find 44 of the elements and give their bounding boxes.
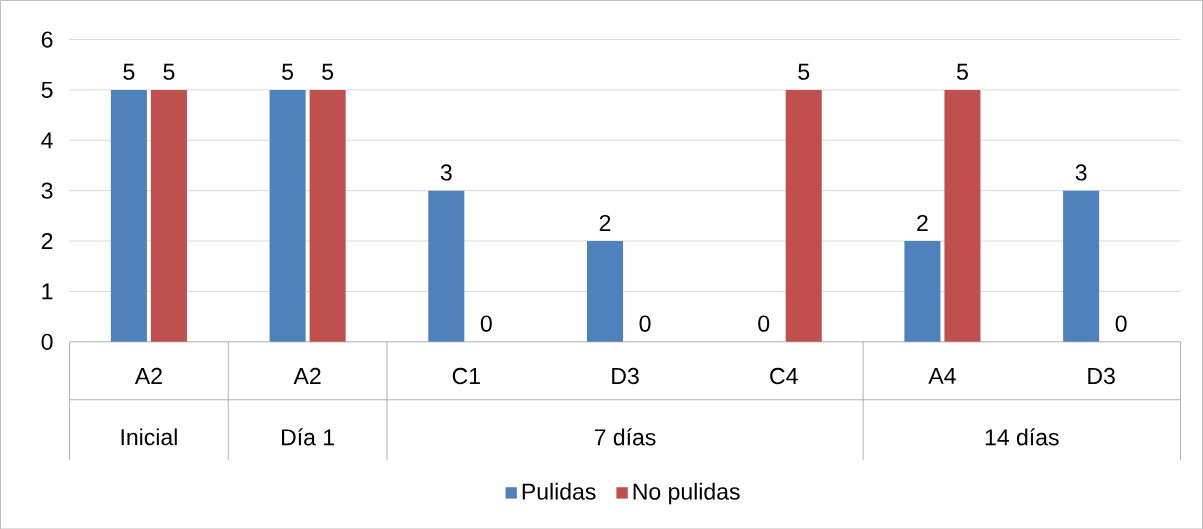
y-tick-label: 2 (41, 232, 53, 249)
data-label: 3 (1075, 164, 1087, 181)
bar (428, 190, 465, 342)
x-tick-label: C4 (770, 367, 798, 384)
data-label: 0 (480, 315, 492, 332)
text: Inicial (121, 428, 177, 446)
y-tick-label: 1 (42, 283, 53, 300)
data-label: 0 (758, 315, 770, 332)
y-tick-label: 0 (41, 333, 53, 350)
y-tick-label: 4 (41, 132, 53, 148)
x-tick-label: D3 (612, 367, 639, 384)
x-tick-label: A2 (293, 367, 321, 384)
bar (150, 89, 187, 342)
bar (785, 89, 822, 342)
data-label: 5 (123, 63, 135, 80)
y-tick-label: 3 (41, 182, 53, 199)
bar (904, 240, 941, 342)
data-label: 0 (1115, 315, 1127, 332)
data-label: 2 (599, 214, 611, 231)
bar (269, 89, 306, 342)
legend-label: No pulidas (633, 482, 740, 505)
x-tick-label: A4 (928, 367, 956, 384)
x-tick-label: D3 (1088, 367, 1115, 384)
text: 7 días (594, 428, 656, 446)
data-label: 2 (917, 214, 928, 231)
bar (944, 89, 981, 342)
text: Día 1 (281, 428, 334, 446)
y-tick-label: 5 (41, 81, 53, 98)
data-label: 5 (163, 63, 175, 80)
data-label: 5 (282, 63, 294, 80)
x-tick-label: A2 (134, 367, 162, 384)
y-tick-label: 6 (41, 31, 53, 48)
data-label: 0 (639, 315, 651, 332)
data-label: 5 (322, 63, 334, 80)
bar (586, 240, 624, 342)
bar (1063, 190, 1100, 342)
bar (110, 89, 147, 342)
bar (309, 89, 346, 342)
data-label: 3 (440, 164, 452, 181)
data-label: 5 (956, 63, 968, 80)
legend-label: Pulidas (522, 482, 596, 500)
data-label: 5 (798, 63, 810, 80)
x-tick-label: C1 (452, 367, 480, 384)
text: 14 días (985, 428, 1059, 446)
